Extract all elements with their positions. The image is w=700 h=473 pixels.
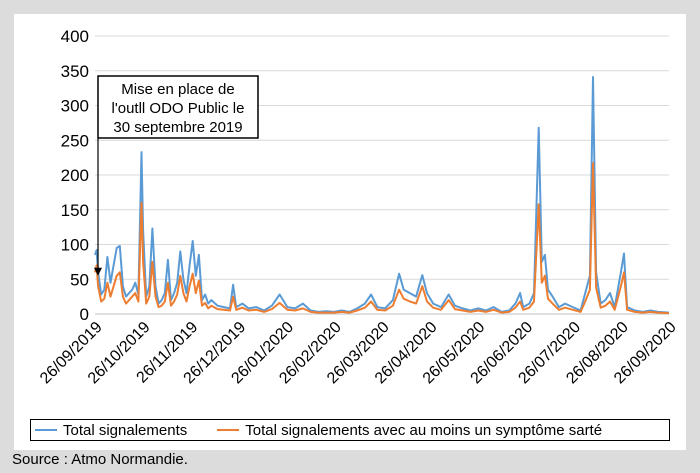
annotation-box xyxy=(97,75,259,139)
line-chart: 05010015020025030035040026/09/201926/10/… xyxy=(37,27,680,387)
annotation-line-0: Mise en place de xyxy=(121,81,234,98)
annotation-arrow-head xyxy=(94,267,102,276)
annotation-line-2: 30 septembre 2019 xyxy=(113,119,242,136)
legend-label-total: Total signalements xyxy=(63,421,188,439)
y-tick-label-8: 400 xyxy=(61,27,89,46)
y-tick-label-6: 300 xyxy=(61,97,89,116)
chart-frame: 0 50 100 150 200 250 300 350 400 26/09/2019 26/10/… xyxy=(14,14,686,450)
y-tick-label-3: 150 xyxy=(61,201,89,220)
series-line-1 xyxy=(94,162,670,315)
legend-item-symptom: Total signalements avec au moins un symp… xyxy=(217,422,602,439)
source-note: Source : Atmo Normandie. xyxy=(12,451,188,468)
y-tick-label-4: 200 xyxy=(61,166,89,185)
legend-label-symptom: Total signalements avec au moins un symp… xyxy=(245,421,603,439)
legend-swatch-total xyxy=(35,429,57,431)
y-tick-label-1: 50 xyxy=(70,270,89,289)
chart-legend: Total signalements Total signalements av… xyxy=(30,419,670,441)
series-line-0 xyxy=(94,76,670,314)
legend-item-total: Total signalements xyxy=(35,422,187,439)
y-tick-label-7: 350 xyxy=(61,62,89,81)
annotation-line-1: l'outll ODO Public le xyxy=(112,100,245,117)
legend-swatch-symptom xyxy=(217,429,240,431)
y-tick-label-0: 0 xyxy=(80,305,89,324)
y-tick-label-5: 250 xyxy=(61,131,89,150)
y-tick-label-2: 100 xyxy=(61,236,89,255)
